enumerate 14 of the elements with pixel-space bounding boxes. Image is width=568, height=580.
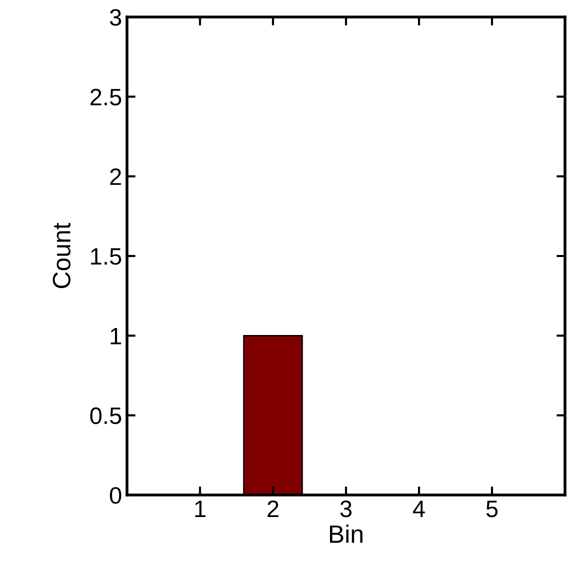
y-tick-label: 0 xyxy=(110,487,122,504)
x-axis-title: Bin xyxy=(330,524,362,543)
y-tick-label: 3 xyxy=(110,9,122,26)
y-axis-title: Count xyxy=(52,222,70,288)
y-tick-label: 2.5 xyxy=(90,88,122,106)
y-tick-label: 2 xyxy=(110,168,121,185)
x-tick-label: 3 xyxy=(340,500,352,518)
x-tick-label: 1 xyxy=(195,500,206,517)
x-tick-label: 2 xyxy=(268,500,278,517)
y-tick-label: 1 xyxy=(110,328,121,344)
y-tick-label: 1.5 xyxy=(91,248,122,265)
x-tick-label: 4 xyxy=(412,500,425,517)
x-tick-label: 5 xyxy=(486,500,498,518)
y-tick-label: 0.5 xyxy=(90,407,122,424)
